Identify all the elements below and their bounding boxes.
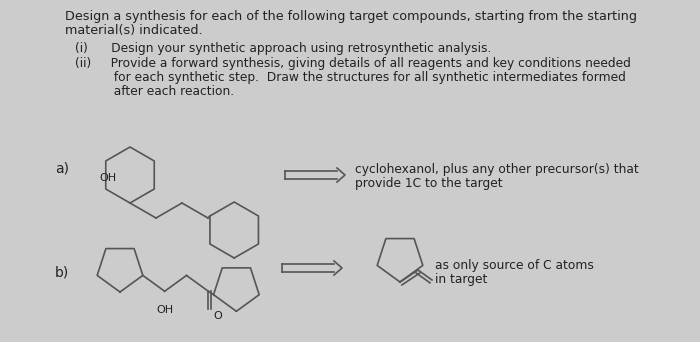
Text: Design a synthesis for each of the following target compounds, starting from the: Design a synthesis for each of the follo…	[65, 10, 637, 23]
Text: cyclohexanol, plus any other precursor(s) that: cyclohexanol, plus any other precursor(s…	[355, 163, 638, 176]
Text: a): a)	[55, 161, 69, 175]
Text: OH: OH	[156, 305, 173, 315]
Text: b): b)	[55, 265, 69, 279]
Text: OH: OH	[99, 173, 116, 183]
Text: as only source of C atoms: as only source of C atoms	[435, 259, 594, 272]
Text: material(s) indicated.: material(s) indicated.	[65, 24, 202, 37]
Text: after each reaction.: after each reaction.	[75, 85, 234, 98]
Text: provide 1C to the target: provide 1C to the target	[355, 177, 503, 190]
Text: in target: in target	[435, 273, 487, 286]
Text: O: O	[214, 311, 222, 321]
Text: (ii)     Provide a forward synthesis, giving details of all reagents and key con: (ii) Provide a forward synthesis, giving…	[75, 57, 631, 70]
Text: for each synthetic step.  Draw the structures for all synthetic intermediates fo: for each synthetic step. Draw the struct…	[75, 71, 626, 84]
Text: (i)      Design your synthetic approach using retrosynthetic analysis.: (i) Design your synthetic approach using…	[75, 42, 491, 55]
